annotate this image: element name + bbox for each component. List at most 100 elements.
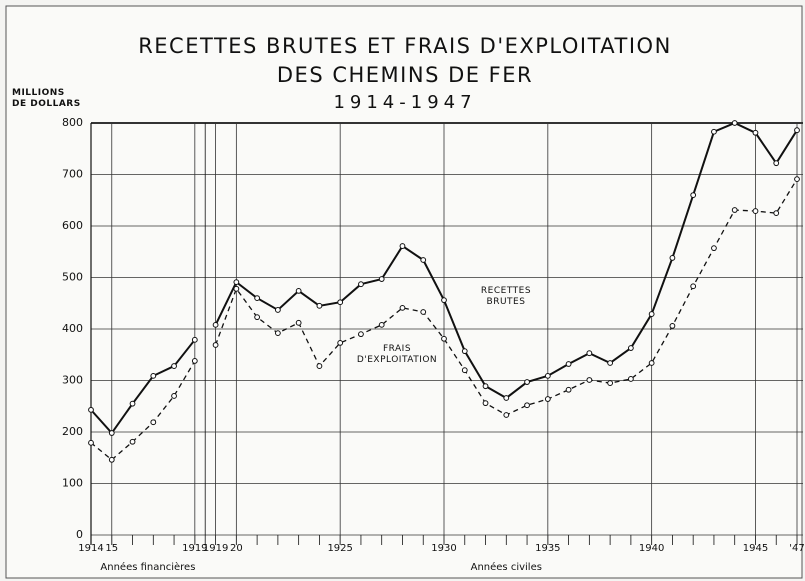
data-point [669, 255, 676, 261]
x-tick-label: 1914 [78, 543, 103, 554]
y-tick-label: 600 [62, 219, 83, 232]
x-tick-label: '47 [789, 543, 804, 554]
chart-title: RECETTES BRUTES ET FRAIS D'EXPLOITATION [138, 34, 672, 58]
data-point [648, 311, 655, 317]
x-tick-label: 1935 [535, 543, 560, 554]
y-tick-label: 200 [62, 425, 83, 438]
data-point [254, 314, 261, 321]
data-point [482, 400, 489, 407]
frame [5, 5, 803, 579]
data-point [461, 367, 468, 374]
data-point [627, 376, 634, 382]
data-point [544, 396, 551, 402]
x-tick-label: 1945 [743, 543, 768, 554]
data-point [337, 340, 344, 346]
data-point [752, 129, 759, 136]
data-point [191, 336, 198, 343]
x-tick-label: 1925 [327, 543, 352, 554]
series-label: RECETTES BRUTES [480, 286, 532, 307]
chart-period: 1914-1947 [333, 92, 476, 113]
data-point [586, 350, 593, 357]
x-tick-label: 20 [230, 543, 243, 554]
data-point [669, 323, 676, 329]
data-point [108, 430, 115, 436]
x-tick-label: 1930 [431, 543, 456, 554]
data-point [150, 419, 157, 426]
data-point [773, 160, 780, 167]
data-point [441, 297, 447, 304]
x-tick-label: 1919 [182, 543, 207, 554]
y-tick-label: 300 [62, 374, 83, 387]
data-point [773, 210, 780, 217]
data-point [544, 372, 551, 379]
data-point [503, 412, 510, 418]
data-point [690, 283, 697, 290]
data-point [482, 383, 489, 390]
data-point [586, 377, 593, 383]
data-point [274, 307, 281, 313]
data-point [378, 321, 385, 328]
data-point [503, 395, 510, 401]
data-point [129, 400, 136, 407]
data-point [358, 331, 364, 338]
data-point [565, 361, 572, 367]
data-point [420, 257, 427, 263]
data-point [108, 456, 115, 463]
data-point [420, 309, 427, 315]
data-point [295, 287, 302, 294]
data-point [441, 335, 447, 342]
y-tick-label: 700 [62, 168, 83, 181]
data-point [254, 295, 261, 302]
data-point [794, 127, 800, 134]
data-point [399, 304, 406, 311]
data-point [212, 342, 219, 348]
data-point [88, 406, 94, 413]
data-point [690, 192, 697, 199]
data-point [378, 276, 385, 282]
x-tick-label: 1919 [203, 543, 228, 554]
data-point [171, 393, 177, 399]
data-point [316, 363, 323, 369]
data-point [191, 358, 198, 364]
y-tick-label: 100 [62, 477, 83, 490]
data-point [233, 285, 240, 292]
y-tick-label: 0 [76, 528, 83, 541]
data-point [358, 281, 364, 288]
data-point [171, 363, 177, 369]
data-point [399, 243, 406, 249]
data-point [752, 208, 759, 214]
data-point [295, 319, 302, 326]
series-line [90, 360, 196, 461]
y-tick-label: 400 [62, 322, 83, 335]
series-line [90, 339, 196, 435]
data-point [316, 302, 323, 309]
y-tick-label: 800 [62, 116, 83, 129]
data-point [711, 245, 717, 252]
data-point [233, 279, 240, 286]
data-point [337, 299, 344, 306]
data-point [731, 120, 738, 126]
annotation: Années civiles [470, 562, 542, 573]
x-tick-label: 1940 [639, 543, 664, 554]
data-point [212, 321, 219, 328]
data-point [648, 360, 655, 366]
data-point [274, 330, 281, 337]
data-point [731, 207, 738, 213]
x-tick-label: 15 [105, 543, 118, 554]
data-point [627, 345, 634, 351]
data-point [524, 402, 530, 409]
data-point [461, 348, 468, 355]
data-point [565, 386, 572, 393]
data-point [524, 379, 530, 385]
series-label: FRAIS D'EXPLOITATION [356, 344, 438, 365]
data-point [150, 372, 157, 379]
data-point [711, 128, 717, 135]
y-axis-label: MILLIONS DE DOLLARS [12, 88, 81, 109]
annotation: Années financières [100, 562, 196, 573]
data-point [794, 176, 800, 183]
data-point [607, 380, 614, 386]
data-point [607, 360, 614, 366]
chart-subtitle: DES CHEMINS DE FER [277, 63, 533, 87]
